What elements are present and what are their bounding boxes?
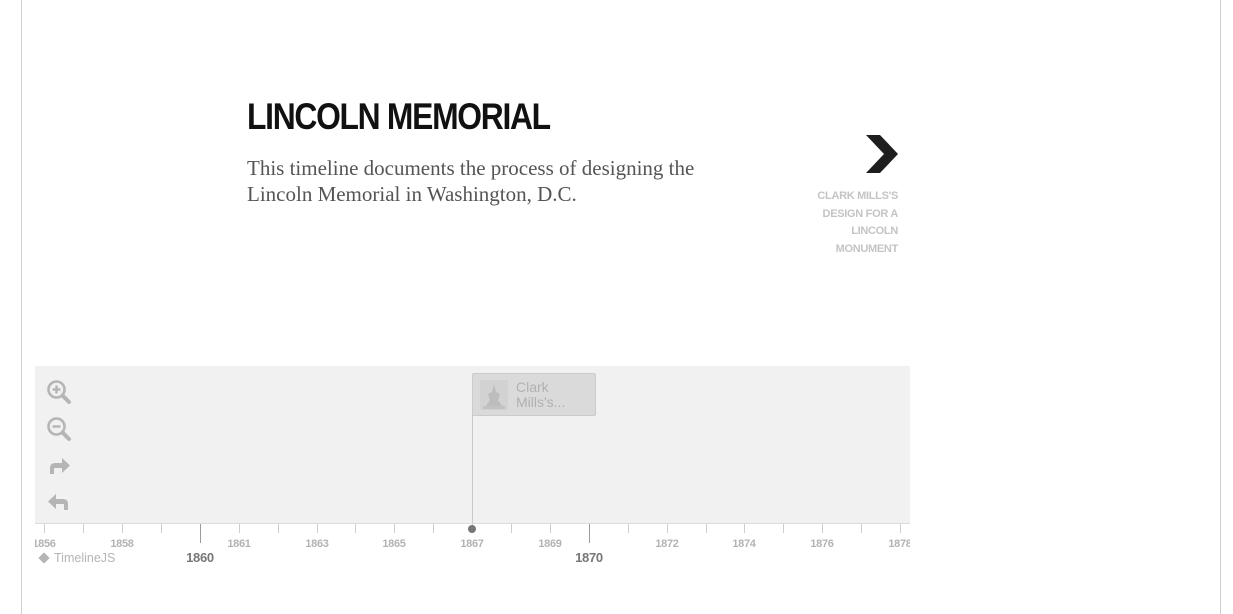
axis-year-label: 1874 — [732, 538, 756, 550]
axis-year-label: 1858 — [110, 538, 134, 550]
axis-tick — [550, 524, 551, 533]
timeline-navigator[interactable]: Clark Mills's... — [35, 366, 910, 524]
axis-tick — [861, 524, 862, 533]
monument-thumbnail-icon — [480, 380, 508, 410]
axis-tick — [822, 524, 823, 533]
next-slide-button[interactable]: CLARK MILLS'S DESIGN FOR A LINCOLN MONUM… — [800, 130, 900, 260]
undo-icon — [48, 494, 68, 510]
axis-event-dot — [468, 525, 476, 533]
chevron-right-icon — [866, 135, 898, 173]
event-line — [472, 376, 473, 524]
axis-year-label: 1861 — [227, 538, 251, 550]
time-axis: 1856 1858 1861 1863 1865 1867 1869 1872 1874 1876… — [35, 523, 910, 573]
axis-tick — [278, 524, 279, 533]
axis-tick — [83, 524, 84, 533]
axis-tick — [239, 524, 240, 533]
zoom-in-icon — [47, 380, 71, 404]
axis-tick — [900, 524, 901, 533]
axis-tick — [628, 524, 629, 533]
axis-year-label: 1865 — [382, 538, 406, 550]
axis-tick — [667, 524, 668, 533]
axis-tick — [706, 524, 707, 533]
axis-tick — [44, 524, 45, 533]
axis-year-label: 1869 — [538, 538, 562, 550]
back-button[interactable] — [45, 488, 73, 516]
axis-tick — [511, 524, 512, 533]
axis-year-label: 1876 — [810, 538, 834, 550]
axis-tick — [161, 524, 162, 533]
credit-label: TimelineJS — [54, 551, 116, 565]
redo-icon — [50, 458, 70, 474]
event-marker[interactable]: Clark Mills's... — [472, 373, 596, 416]
axis-major-tick — [589, 524, 590, 543]
axis-year-label: 1878 — [888, 538, 910, 550]
axis-year-label: 1863 — [305, 538, 329, 550]
axis-tick — [744, 524, 745, 533]
axis-major-tick — [200, 524, 201, 543]
zoom-out-icon — [47, 417, 71, 441]
zoom-in-button[interactable] — [45, 378, 73, 406]
axis-tick — [394, 524, 395, 533]
axis-year-label: 1872 — [655, 538, 679, 550]
axis-tick — [355, 524, 356, 533]
axis-tick — [317, 524, 318, 533]
axis-line — [35, 523, 910, 524]
next-slide-label: CLARK MILLS'S DESIGN FOR A LINCOLN MONUM… — [817, 190, 898, 255]
axis-year-label: 1856 — [35, 538, 56, 550]
axis-tick — [122, 524, 123, 533]
event-marker-text: Clark Mills's... — [516, 379, 566, 410]
diamond-icon — [38, 552, 50, 564]
axis-tick — [433, 524, 434, 533]
zoom-out-button[interactable] — [45, 415, 73, 443]
axis-year-label: 1867 — [460, 538, 484, 550]
axis-decade-label: 1860 — [186, 550, 214, 565]
timelinejs-credit[interactable]: TimelineJS — [37, 551, 115, 565]
axis-tick — [783, 524, 784, 533]
slide-description: This timeline documents the process of d… — [247, 156, 695, 206]
forward-button[interactable] — [45, 452, 73, 480]
slide-title: LINCOLN MEMORIAL — [247, 96, 551, 137]
axis-decade-label: 1870 — [575, 550, 603, 565]
event-thumbnail — [480, 380, 508, 410]
